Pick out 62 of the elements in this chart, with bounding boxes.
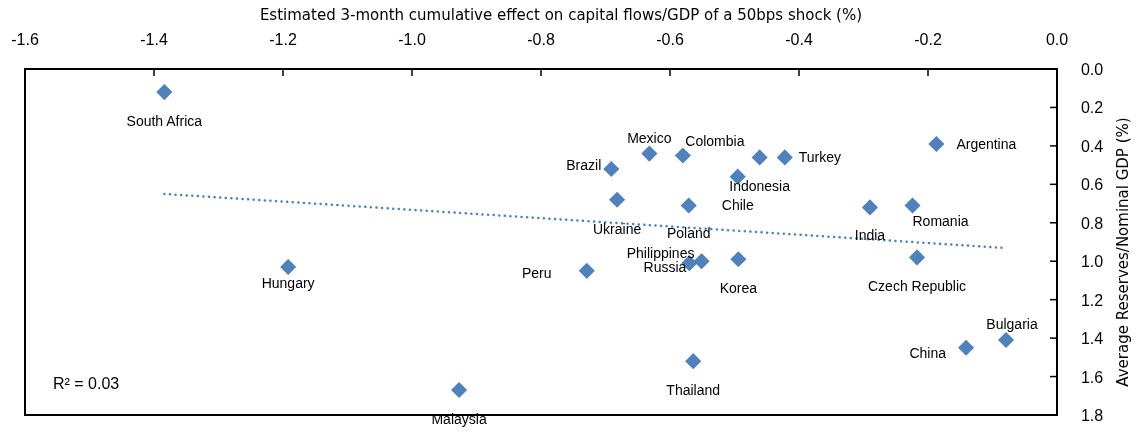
x-tick-label: -1.0 bbox=[398, 31, 426, 48]
point bbox=[957, 339, 975, 356]
point bbox=[674, 147, 691, 164]
point bbox=[578, 262, 595, 279]
point bbox=[609, 191, 626, 208]
annotation: Thailand bbox=[666, 382, 721, 399]
annotation: Peru bbox=[522, 264, 552, 281]
point bbox=[603, 160, 620, 178]
point bbox=[156, 84, 173, 101]
annotation: Ukraine bbox=[592, 220, 642, 237]
annotation: Mexico bbox=[627, 129, 672, 146]
x-tick-label: -0.8 bbox=[527, 31, 555, 48]
annotation: Chile bbox=[721, 196, 754, 213]
point bbox=[776, 149, 793, 166]
y-tick-label: 0.6 bbox=[1080, 176, 1104, 194]
y-tick-label: 0.8 bbox=[1080, 214, 1104, 232]
point bbox=[693, 253, 710, 270]
x-axis-title: Estimated 3-month cumulative effect on capital flows/GDP of a 50bps shock (%) bbox=[259, 6, 863, 24]
annotation: South Africa bbox=[126, 113, 203, 130]
y-tick-label: 1.2 bbox=[1080, 291, 1104, 309]
annotation: China bbox=[909, 344, 947, 361]
x-tick-label: -1.4 bbox=[140, 31, 168, 48]
y-tick-label: 1.6 bbox=[1080, 368, 1104, 386]
point bbox=[904, 197, 921, 214]
point bbox=[641, 145, 658, 162]
annotation: Korea bbox=[719, 280, 758, 297]
point bbox=[997, 331, 1015, 349]
point bbox=[861, 199, 879, 216]
x-tick-label: -0.6 bbox=[656, 31, 684, 48]
annotation: R² = 0.03 bbox=[53, 375, 120, 392]
point bbox=[451, 381, 468, 399]
annotation: Indonesia bbox=[729, 178, 791, 195]
annotation: Bulgaria bbox=[986, 316, 1038, 333]
point bbox=[908, 249, 926, 266]
x-tick-label: -1.2 bbox=[269, 31, 297, 48]
annotation: Romania bbox=[912, 213, 969, 230]
annotation: Brazil bbox=[566, 156, 602, 173]
annotation: Colombia bbox=[685, 132, 745, 149]
annotation: Philippines bbox=[626, 245, 695, 262]
point bbox=[680, 197, 697, 214]
x-tick-label: 0.0 bbox=[1045, 31, 1069, 48]
point bbox=[685, 353, 702, 370]
annotation: Turkey bbox=[798, 149, 842, 166]
x-tick-label: -0.2 bbox=[914, 31, 942, 48]
point bbox=[730, 251, 747, 268]
annotation: Argentina bbox=[956, 135, 1017, 152]
annotation: Poland bbox=[666, 225, 711, 242]
y-tick-label: 0.0 bbox=[1080, 61, 1104, 78]
point bbox=[751, 149, 768, 166]
annotation: Hungary bbox=[261, 274, 315, 291]
y-tick-label: 1.0 bbox=[1080, 253, 1104, 271]
x-tick-label: -0.4 bbox=[785, 31, 813, 48]
x-tick-label: -1.6 bbox=[11, 31, 39, 48]
y-tick-label: 1.4 bbox=[1080, 330, 1104, 348]
y-tick-label: 1.8 bbox=[1080, 407, 1104, 424]
annotation: India bbox=[854, 227, 886, 244]
point bbox=[928, 135, 945, 153]
point bbox=[280, 258, 297, 276]
annotation: Czech Republic bbox=[868, 278, 967, 295]
y-axis-title: Average Reserves/Nominal GDP (%) bbox=[1114, 117, 1132, 387]
y-tick-label: 0.4 bbox=[1080, 137, 1104, 155]
y-tick-label: 0.2 bbox=[1080, 99, 1104, 117]
